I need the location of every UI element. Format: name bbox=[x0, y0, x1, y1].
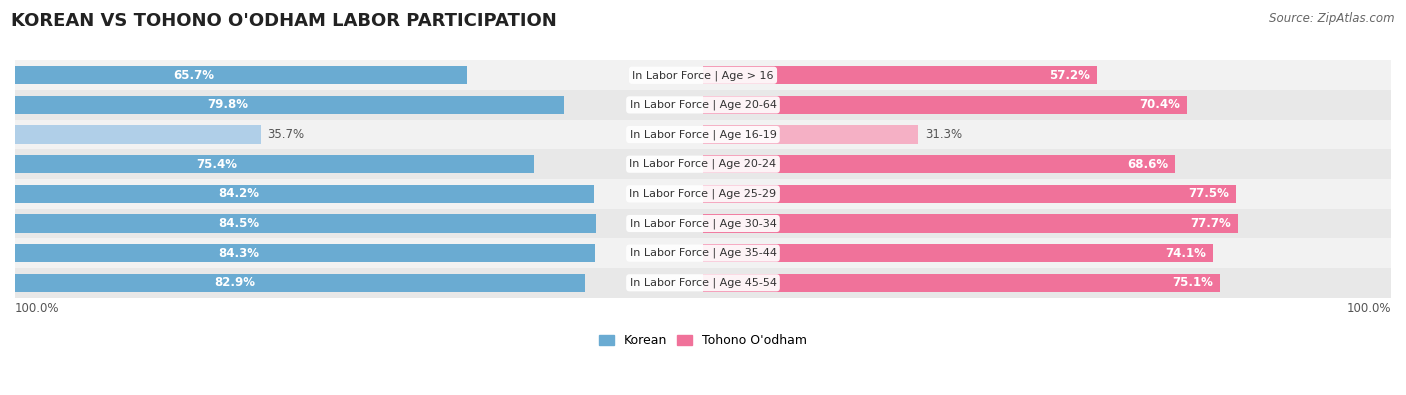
Text: In Labor Force | Age 20-64: In Labor Force | Age 20-64 bbox=[630, 100, 776, 110]
Bar bbox=[703, 96, 1187, 114]
Text: 100.0%: 100.0% bbox=[15, 302, 59, 315]
Text: 84.3%: 84.3% bbox=[218, 246, 259, 260]
Text: 75.4%: 75.4% bbox=[197, 158, 238, 171]
Text: Source: ZipAtlas.com: Source: ZipAtlas.com bbox=[1270, 12, 1395, 25]
Bar bbox=[15, 66, 467, 85]
Text: 100.0%: 100.0% bbox=[1347, 302, 1391, 315]
Bar bbox=[15, 179, 1391, 209]
Bar bbox=[15, 184, 595, 203]
Bar bbox=[15, 274, 585, 292]
Text: 65.7%: 65.7% bbox=[173, 69, 214, 82]
Bar bbox=[15, 149, 1391, 179]
Legend: Korean, Tohono O'odham: Korean, Tohono O'odham bbox=[593, 329, 813, 352]
Bar bbox=[15, 155, 534, 173]
Text: 70.4%: 70.4% bbox=[1140, 98, 1181, 111]
Text: In Labor Force | Age 35-44: In Labor Force | Age 35-44 bbox=[630, 248, 776, 258]
Bar bbox=[15, 90, 1391, 120]
Bar bbox=[15, 125, 260, 144]
Bar bbox=[703, 274, 1219, 292]
Bar bbox=[15, 96, 564, 114]
Text: 79.8%: 79.8% bbox=[207, 98, 247, 111]
Text: 84.2%: 84.2% bbox=[218, 187, 259, 200]
Bar bbox=[15, 214, 596, 233]
Text: In Labor Force | Age 20-24: In Labor Force | Age 20-24 bbox=[630, 159, 776, 169]
Text: In Labor Force | Age 45-54: In Labor Force | Age 45-54 bbox=[630, 278, 776, 288]
Bar bbox=[703, 244, 1213, 262]
Bar bbox=[15, 238, 1391, 268]
Bar bbox=[703, 125, 918, 144]
Text: 75.1%: 75.1% bbox=[1173, 276, 1213, 289]
Bar bbox=[703, 214, 1237, 233]
Text: In Labor Force | Age 16-19: In Labor Force | Age 16-19 bbox=[630, 129, 776, 140]
Bar bbox=[15, 60, 1391, 90]
Bar bbox=[15, 268, 1391, 297]
Text: 35.7%: 35.7% bbox=[267, 128, 305, 141]
Text: In Labor Force | Age 25-29: In Labor Force | Age 25-29 bbox=[630, 188, 776, 199]
Text: KOREAN VS TOHONO O'ODHAM LABOR PARTICIPATION: KOREAN VS TOHONO O'ODHAM LABOR PARTICIPA… bbox=[11, 12, 557, 30]
Bar bbox=[703, 184, 1236, 203]
Text: 84.5%: 84.5% bbox=[218, 217, 260, 230]
Bar bbox=[703, 155, 1175, 173]
Bar bbox=[15, 209, 1391, 238]
Text: 82.9%: 82.9% bbox=[215, 276, 256, 289]
Text: 68.6%: 68.6% bbox=[1128, 158, 1168, 171]
Text: 77.7%: 77.7% bbox=[1189, 217, 1230, 230]
Text: 57.2%: 57.2% bbox=[1049, 69, 1090, 82]
Bar bbox=[15, 244, 595, 262]
Text: 74.1%: 74.1% bbox=[1166, 246, 1206, 260]
Bar bbox=[15, 120, 1391, 149]
Text: In Labor Force | Age > 16: In Labor Force | Age > 16 bbox=[633, 70, 773, 81]
Bar bbox=[703, 66, 1097, 85]
Text: 31.3%: 31.3% bbox=[925, 128, 962, 141]
Text: In Labor Force | Age 30-34: In Labor Force | Age 30-34 bbox=[630, 218, 776, 229]
Text: 77.5%: 77.5% bbox=[1188, 187, 1229, 200]
